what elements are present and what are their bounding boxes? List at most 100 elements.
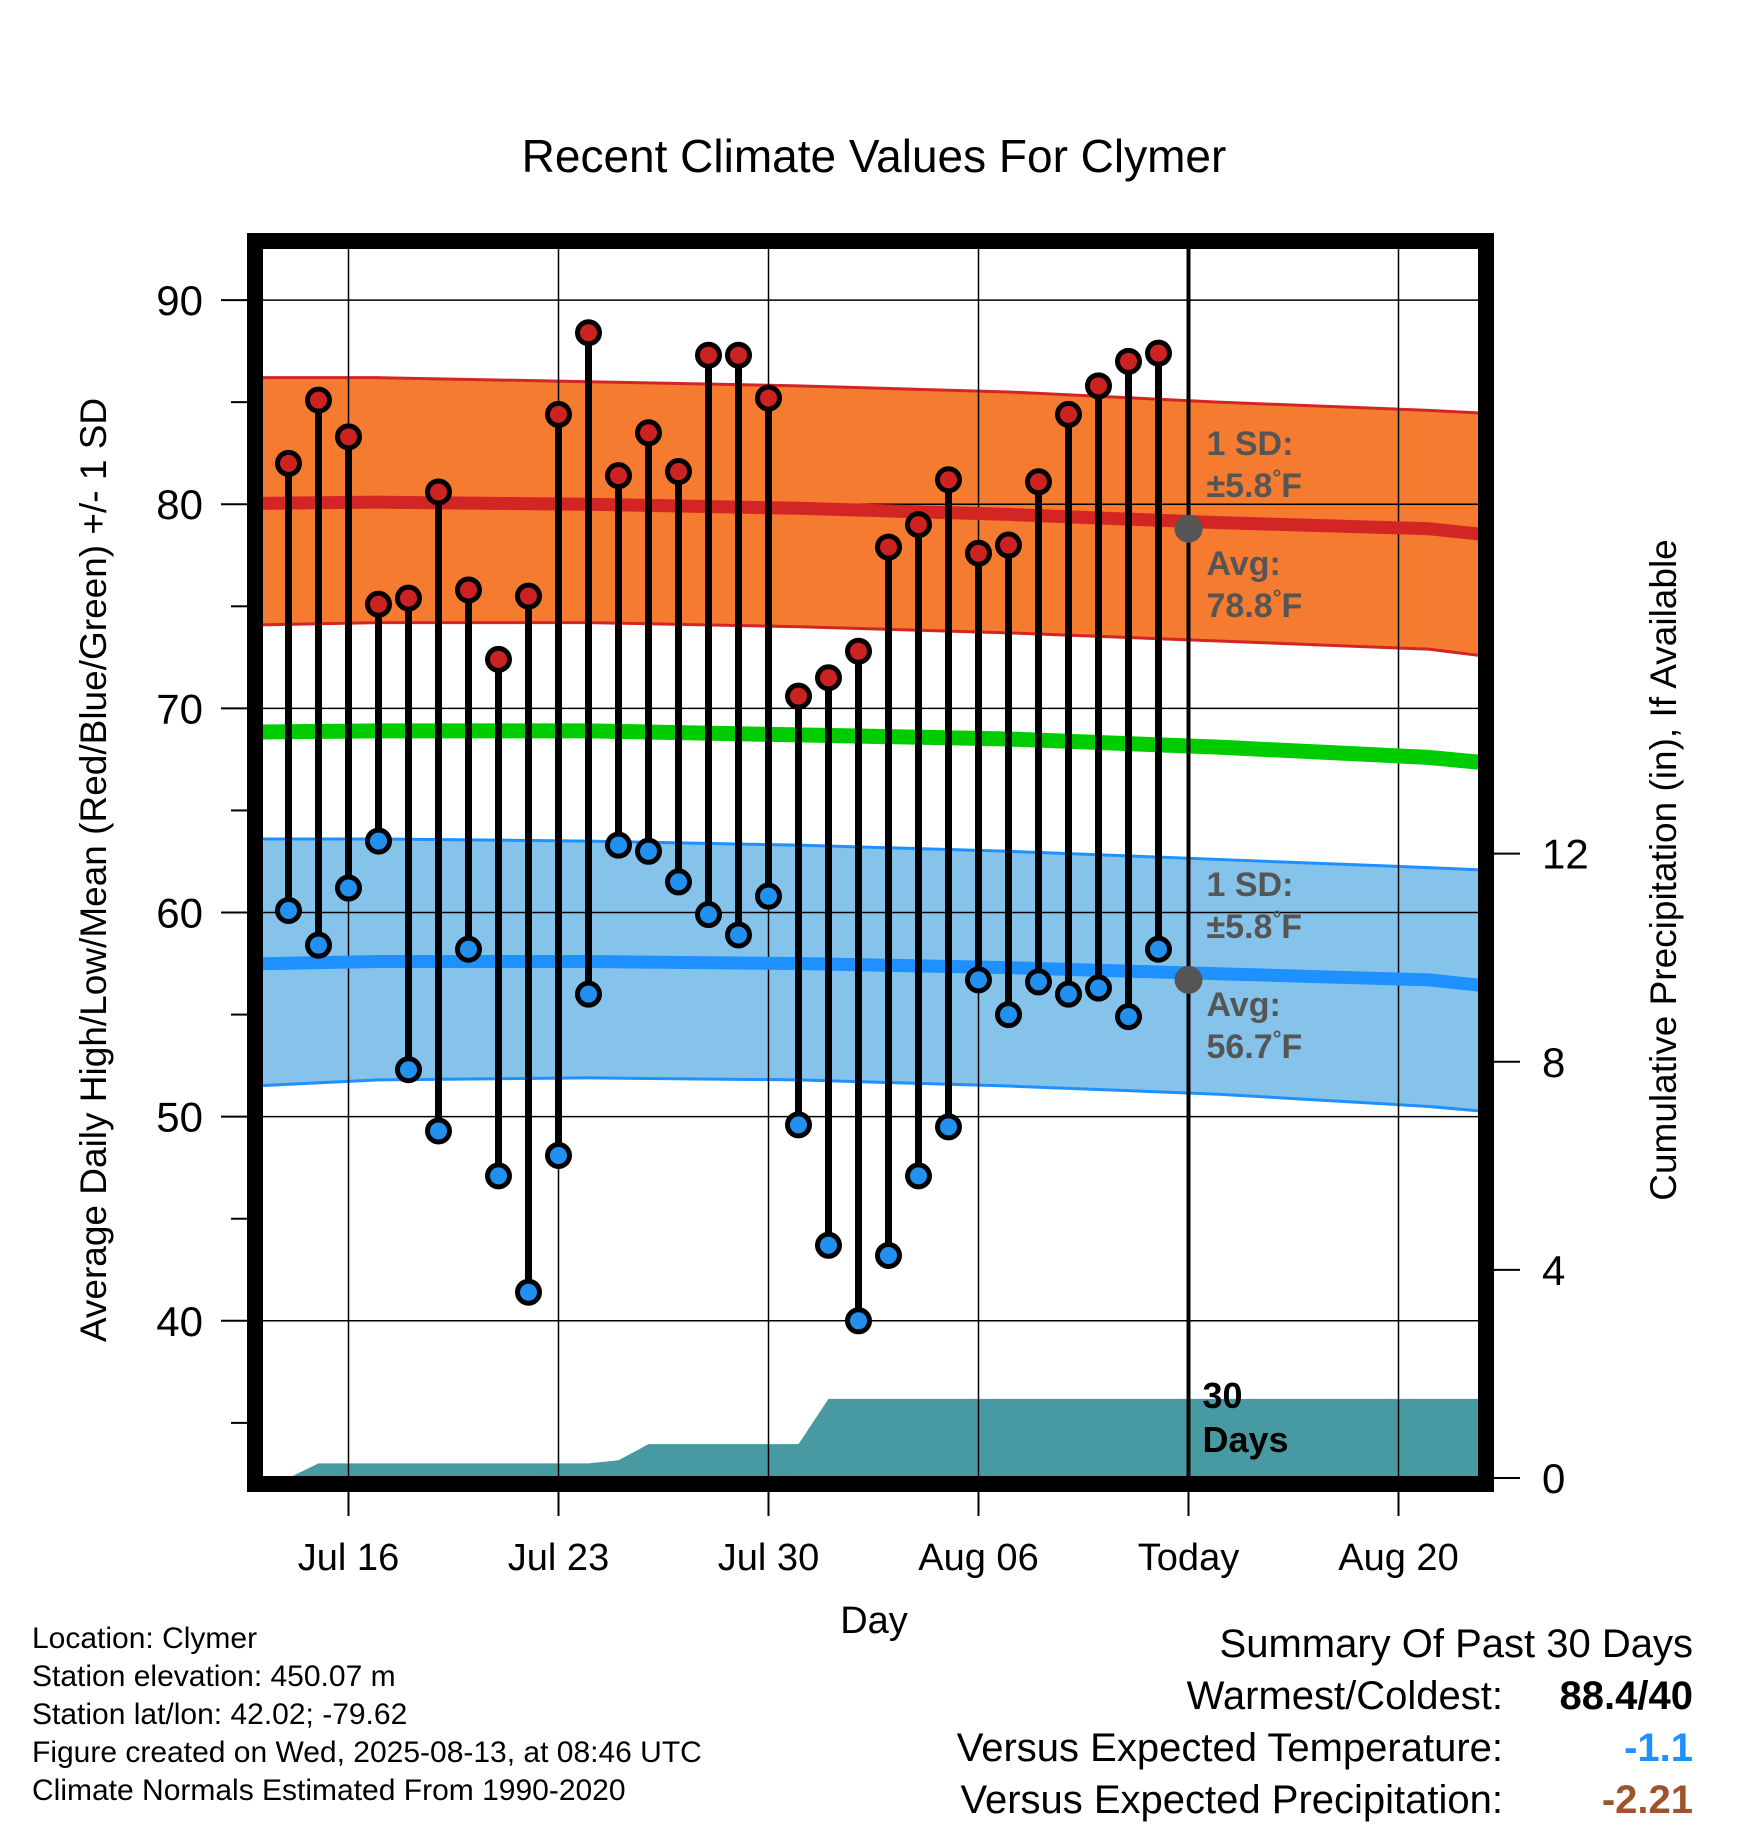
daily-high-point xyxy=(425,478,452,506)
high-sd-upper-line xyxy=(261,376,1480,415)
daily-low-point xyxy=(665,868,692,896)
daily-high-point xyxy=(335,423,362,451)
x-tick-label: Today xyxy=(1138,1537,1239,1579)
high-sd-label: 1 SD: xyxy=(1207,425,1294,463)
daily-high-point xyxy=(725,341,752,369)
daily-high-point xyxy=(1025,468,1052,496)
daily-high-point xyxy=(1055,400,1082,428)
daily-low-point xyxy=(485,1162,512,1190)
x-tick-label: Jul 23 xyxy=(508,1537,609,1579)
avg-high-line xyxy=(261,495,1480,541)
normals-text: Climate Normals Estimated From 1990-2020 xyxy=(32,1774,626,1807)
precip-vs-expected-value: -2.21 xyxy=(1601,1778,1693,1822)
precip-area xyxy=(288,1398,1480,1478)
daily-low-point xyxy=(635,837,662,865)
daily-high-point xyxy=(1145,339,1172,367)
y-tick-label: 60 xyxy=(156,890,203,937)
station-info: Location: Clymer Station elevation: 450.… xyxy=(32,1620,702,1810)
daily-low-point xyxy=(845,1307,872,1335)
warmest-coldest-value: 88.4/40 xyxy=(1559,1674,1693,1718)
daily-low-point xyxy=(425,1117,452,1145)
daily-low-point xyxy=(995,1001,1022,1029)
daily-low-point xyxy=(515,1278,542,1306)
x-tick-label: Aug 20 xyxy=(1338,1537,1458,1579)
y-tick-label: 40 xyxy=(156,1298,203,1345)
x-axis-label: Day xyxy=(840,1600,908,1642)
created-text: Figure created on Wed, 2025-08-13, at 08… xyxy=(32,1736,702,1769)
daily-high-point xyxy=(485,645,512,673)
y-tick-label: 50 xyxy=(156,1094,203,1141)
avg-mean-line xyxy=(261,723,1480,770)
daily-low-point xyxy=(275,896,302,924)
latlon-text: Station lat/lon: 42.02; -79.62 xyxy=(32,1698,408,1731)
x-tick-label: Aug 06 xyxy=(918,1537,1038,1579)
low-avg-label: Avg: xyxy=(1207,986,1281,1024)
elevation-text: Station elevation: 450.07 m xyxy=(32,1660,396,1693)
daily-low-point xyxy=(905,1162,932,1190)
y2-tick-label: 4 xyxy=(1542,1247,1565,1294)
daily-high-point xyxy=(965,539,992,567)
daily-low-point xyxy=(1145,935,1172,963)
today-high-avg-marker xyxy=(1174,514,1203,543)
daily-high-point xyxy=(635,419,662,447)
low-sd-upper-line xyxy=(261,837,1480,872)
daily-high-point xyxy=(845,637,872,665)
high-avg-value: 78.8°F xyxy=(1207,585,1303,626)
y2-tick-label: 8 xyxy=(1542,1039,1565,1086)
daily-high-point xyxy=(395,584,422,612)
daily-high-point xyxy=(785,682,812,710)
summary-row-temperature: Versus Expected Temperature: -1.1 xyxy=(957,1722,1693,1774)
x-tick-label: Jul 30 xyxy=(718,1537,819,1579)
daily-high-point xyxy=(695,341,722,369)
daily-low-point xyxy=(335,874,362,902)
y-tick-label: 70 xyxy=(156,685,203,732)
daily-high-point xyxy=(995,531,1022,559)
daily-low-point xyxy=(965,966,992,994)
thirty-days-label-number: 30 xyxy=(1203,1375,1243,1416)
summary-row-warmest-coldest: Warmest/Coldest: 88.4/40 xyxy=(957,1670,1693,1722)
summary-panel: Summary Of Past 30 Days Warmest/Coldest:… xyxy=(957,1618,1693,1826)
summary-row-precipitation: Versus Expected Precipitation: -2.21 xyxy=(957,1774,1693,1826)
daily-low-point xyxy=(545,1141,572,1169)
daily-low-point xyxy=(1115,1003,1142,1031)
high-avg-label: Avg: xyxy=(1207,545,1281,583)
temp-vs-expected-label: Versus Expected Temperature: xyxy=(956,1726,1503,1770)
daily-low-point xyxy=(305,931,332,959)
daily-low-point xyxy=(755,882,782,910)
high-sd-value: ±5.8°F xyxy=(1207,465,1303,506)
daily-high-point xyxy=(905,511,932,539)
location-text: Location: Clymer xyxy=(32,1622,258,1655)
low-sd-value: ±5.8°F xyxy=(1207,906,1303,947)
daily-high-point xyxy=(1115,347,1142,375)
daily-low-point xyxy=(935,1113,962,1141)
low-avg-value: 56.7°F xyxy=(1207,1026,1303,1067)
daily-low-point xyxy=(605,831,632,859)
daily-high-point xyxy=(1085,372,1112,400)
daily-high-point xyxy=(305,386,332,414)
daily-high-point xyxy=(755,384,782,412)
plot-frame xyxy=(247,233,1494,1492)
daily-low-point xyxy=(1055,980,1082,1008)
daily-low-point xyxy=(365,827,392,855)
warmest-coldest-label: Warmest/Coldest: xyxy=(1186,1674,1503,1718)
daily-low-point xyxy=(1025,968,1052,996)
y2-axis-label: Cumulative Precipitation (in), If Availa… xyxy=(1643,539,1684,1201)
daily-high-point xyxy=(575,319,602,347)
daily-low-point xyxy=(815,1231,842,1259)
avg-low-line xyxy=(261,955,1480,992)
precip-vs-expected-label: Versus Expected Precipitation: xyxy=(960,1778,1503,1822)
summary-title: Summary Of Past 30 Days xyxy=(1219,1622,1693,1666)
low-sd-band xyxy=(261,839,1480,1111)
daily-high-point xyxy=(455,576,482,604)
daily-low-point xyxy=(725,921,752,949)
daily-low-point xyxy=(455,935,482,963)
daily-low-point xyxy=(395,1056,422,1084)
y2-tick-label: 12 xyxy=(1542,831,1589,878)
high-sd-lower-line xyxy=(261,621,1480,657)
x-tick-label: Jul 16 xyxy=(298,1537,399,1579)
daily-low-point xyxy=(575,980,602,1008)
daily-high-point xyxy=(275,449,302,477)
y2-tick-label: 0 xyxy=(1542,1455,1565,1502)
daily-high-point xyxy=(815,664,842,692)
